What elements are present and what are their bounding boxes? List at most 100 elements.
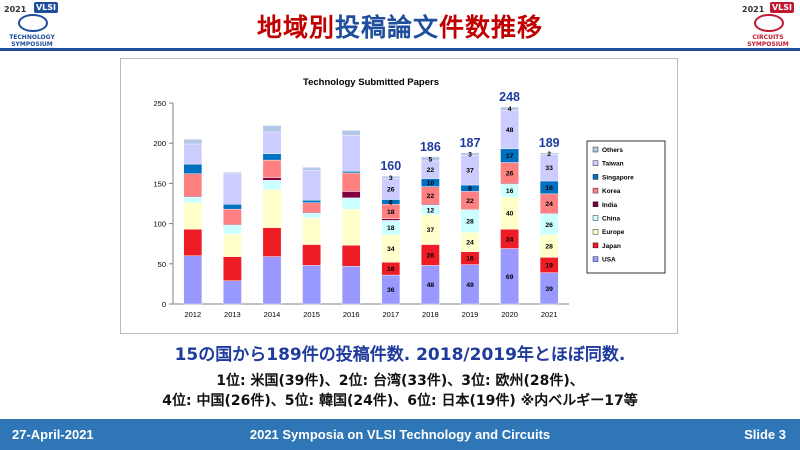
legend-swatch-taiwan	[592, 160, 599, 166]
bar-segment-others	[539, 152, 559, 155]
bar-segment-usa	[262, 256, 282, 305]
logo-caption: TECHNOLOGY SYMPOSIUM	[9, 34, 55, 48]
ranking-line-1: 1位: 米国(39件)、2位: 台湾(33件)、3位: 欧州(28件)、	[216, 373, 584, 389]
y-tick-label: 100	[153, 220, 166, 229]
data-label: 5	[429, 156, 433, 163]
bar-segment-europe	[262, 189, 282, 228]
logo-caption: CIRCUITS SYMPOSIUM	[747, 34, 789, 48]
bar-segment-taiwan	[302, 170, 321, 201]
bar-segment-india	[381, 218, 401, 221]
y-tick-label: 250	[153, 99, 166, 108]
data-label: 12	[427, 207, 435, 214]
bar-segment-japan	[262, 227, 282, 257]
bar-segment-india	[341, 191, 361, 199]
bar-segment-singapore	[341, 171, 361, 174]
bar-segment-usa	[183, 255, 203, 305]
bar-segment-others	[500, 106, 519, 111]
y-tick-label: 200	[153, 139, 166, 148]
legend-label: USA	[602, 257, 616, 264]
data-label: 48	[506, 127, 514, 134]
data-label: 10	[427, 180, 435, 187]
bar-segment-others	[460, 152, 480, 156]
data-label: 3	[468, 152, 472, 159]
bar-segment-singapore	[302, 200, 321, 203]
data-label: 16	[466, 256, 474, 263]
bar-segment-europe	[183, 202, 203, 230]
data-label: 49	[466, 282, 474, 289]
x-tick-label: 2017	[382, 310, 399, 319]
data-label: 39	[545, 286, 553, 293]
bar-segment-singapore	[183, 163, 203, 174]
bar-segment-taiwan	[262, 131, 282, 154]
data-label: 16	[506, 188, 514, 195]
bar-segment-japan	[341, 245, 361, 267]
logo-mark: VLSI	[769, 2, 794, 13]
legend-label: Korea	[602, 188, 621, 195]
data-label: 28	[545, 244, 553, 251]
bar-segment-taiwan	[223, 173, 242, 205]
bar-segment-korea	[302, 202, 321, 213]
bar-segment-usa	[223, 280, 242, 305]
total-label: 187	[460, 136, 481, 150]
data-label: 34	[387, 246, 395, 253]
logo-mark: VLSI	[33, 2, 58, 13]
bar-segment-usa	[302, 265, 321, 305]
bar-segment-japan	[302, 244, 321, 266]
chart-panel: Technology Submitted Papers 0 50 100 150 200 2…	[120, 58, 678, 334]
total-label: 186	[420, 140, 441, 154]
bar-segment-korea	[262, 159, 282, 178]
data-label: 26	[387, 187, 395, 194]
bar-segment-japan	[223, 256, 242, 281]
data-label: 26	[427, 252, 435, 259]
bar-segment-taiwan	[341, 134, 361, 172]
data-label: 6	[389, 199, 393, 206]
x-tick-label: 2013	[224, 310, 241, 319]
data-label: 22	[466, 198, 474, 205]
x-tick-label: 2019	[462, 310, 479, 319]
footer-date: 27-April-2021	[12, 427, 94, 442]
logo-year: 2021	[4, 5, 27, 14]
legend-swatch-singapore	[592, 174, 599, 180]
data-label: 19	[545, 263, 553, 270]
bar-segment-korea	[341, 172, 361, 192]
legend-label: China	[602, 216, 620, 223]
data-label: 26	[545, 222, 553, 229]
data-label: 4	[508, 106, 512, 113]
bar-segment-others	[302, 167, 321, 171]
x-tick-label: 2020	[501, 310, 518, 319]
data-label: 69	[506, 274, 514, 281]
data-label: 48	[427, 282, 435, 289]
legend-label: Japan	[602, 243, 621, 250]
slide-title: 地域別投稿論文件数推移	[0, 8, 800, 44]
bar-segment-china	[302, 212, 321, 219]
y-tick-label: 0	[162, 300, 166, 309]
data-label: 22	[427, 193, 435, 200]
legend-label: Europe	[602, 229, 625, 236]
footer-slide-number: Slide 3	[744, 427, 786, 442]
bar-segment-europe	[341, 208, 361, 246]
x-tick-label: 2012	[184, 310, 201, 319]
bar-segment-china	[223, 225, 242, 235]
circuits-symposium-logo: 2021 VLSI CIRCUITS SYMPOSIUM	[740, 2, 796, 54]
legend-swatch-india	[592, 201, 599, 208]
data-label: 22	[427, 167, 435, 174]
logo-year: 2021	[742, 5, 765, 14]
total-label: 248	[499, 90, 520, 104]
legend-box	[586, 140, 666, 274]
bar-segment-korea	[223, 208, 242, 225]
data-label: 24	[466, 240, 474, 247]
ranking-line-2: 4位: 中国(26件)、5位: 韓国(24件)、6位: 日本(19件) ※内ベル…	[162, 393, 638, 409]
footer-bar: 27-April-2021 2021 Symposia on VLSI Tech…	[0, 419, 800, 450]
data-label: 3	[389, 175, 393, 182]
bar-segment-japan	[183, 229, 203, 256]
footer-conference: 2021 Symposia on VLSI Technology and Cir…	[249, 427, 551, 442]
bar-segment-others	[223, 171, 242, 174]
legend-label: Others	[602, 147, 623, 154]
legend-swatch-korea	[592, 187, 599, 194]
legend-swatch-japan	[592, 242, 599, 249]
legend-label: Taiwan	[602, 161, 624, 168]
bar-segment-korea	[183, 173, 203, 197]
title-divider	[0, 48, 800, 51]
bar-segment-others	[183, 138, 203, 145]
bar-segment-others	[341, 130, 361, 136]
